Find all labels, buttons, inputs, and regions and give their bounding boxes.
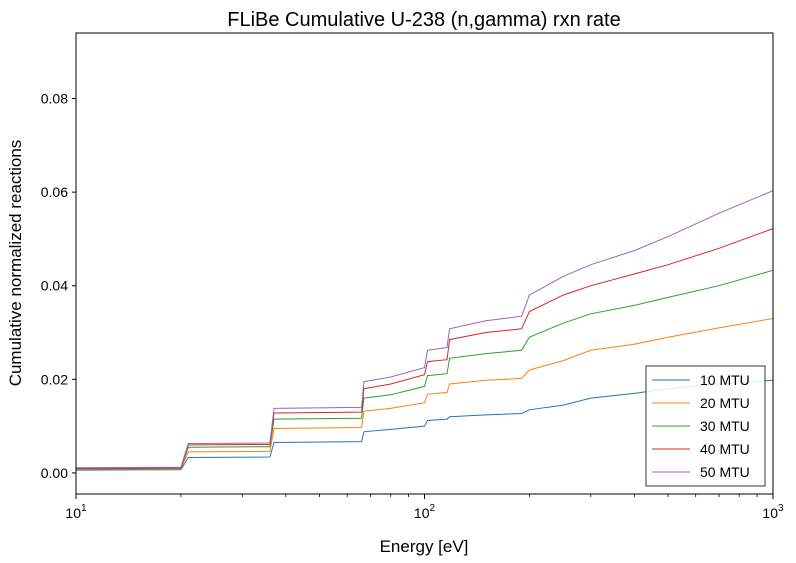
legend-label: 40 MTU <box>700 441 750 457</box>
legend-label: 10 MTU <box>700 372 750 388</box>
x-tick-exponent: 1 <box>81 503 87 514</box>
x-tick-exponent: 2 <box>430 503 436 514</box>
series-layer <box>75 190 774 471</box>
chart-title: FLiBe Cumulative U-238 (n,gamma) rxn rat… <box>227 9 620 31</box>
x-tick-exponent: 3 <box>778 503 784 514</box>
x-tick-base: 10 <box>414 505 430 521</box>
y-tick-label: 0.06 <box>41 184 68 200</box>
x-tick-base: 10 <box>65 505 81 521</box>
legend-label: 20 MTU <box>700 395 750 411</box>
y-tick-label: 0.08 <box>41 91 68 107</box>
legend: 10 MTU 20 MTU 30 MTU 40 MTU 50 MTU <box>645 365 766 487</box>
y-axis-label: Cumulative normalized reactions <box>6 140 25 387</box>
legend-label: 50 MTU <box>700 464 750 480</box>
x-tick-label: 101 <box>65 503 87 521</box>
y-tick-label: 0.04 <box>41 278 68 294</box>
series-line-1 <box>75 379 774 471</box>
series-line-5 <box>75 190 774 469</box>
legend-label: 30 MTU <box>700 418 750 434</box>
x-axis-label: Energy [eV] <box>380 537 469 556</box>
x-tick-label: 102 <box>414 503 436 521</box>
y-tick-label: 0.02 <box>41 371 68 387</box>
series-line-2 <box>75 318 774 470</box>
x-tick-label: 103 <box>762 503 784 521</box>
y-tick-label: 0.00 <box>41 465 68 481</box>
x-tick-base: 10 <box>762 505 778 521</box>
